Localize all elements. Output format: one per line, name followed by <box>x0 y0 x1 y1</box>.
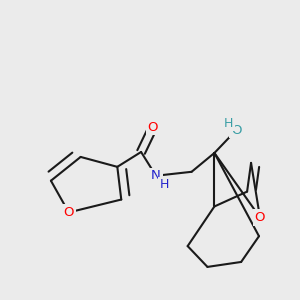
Text: O: O <box>231 124 242 137</box>
Text: O: O <box>64 206 74 219</box>
Text: N: N <box>151 169 161 182</box>
Text: O: O <box>255 211 265 224</box>
Text: O: O <box>148 121 158 134</box>
Text: H: H <box>224 117 233 130</box>
Text: H: H <box>160 178 169 191</box>
